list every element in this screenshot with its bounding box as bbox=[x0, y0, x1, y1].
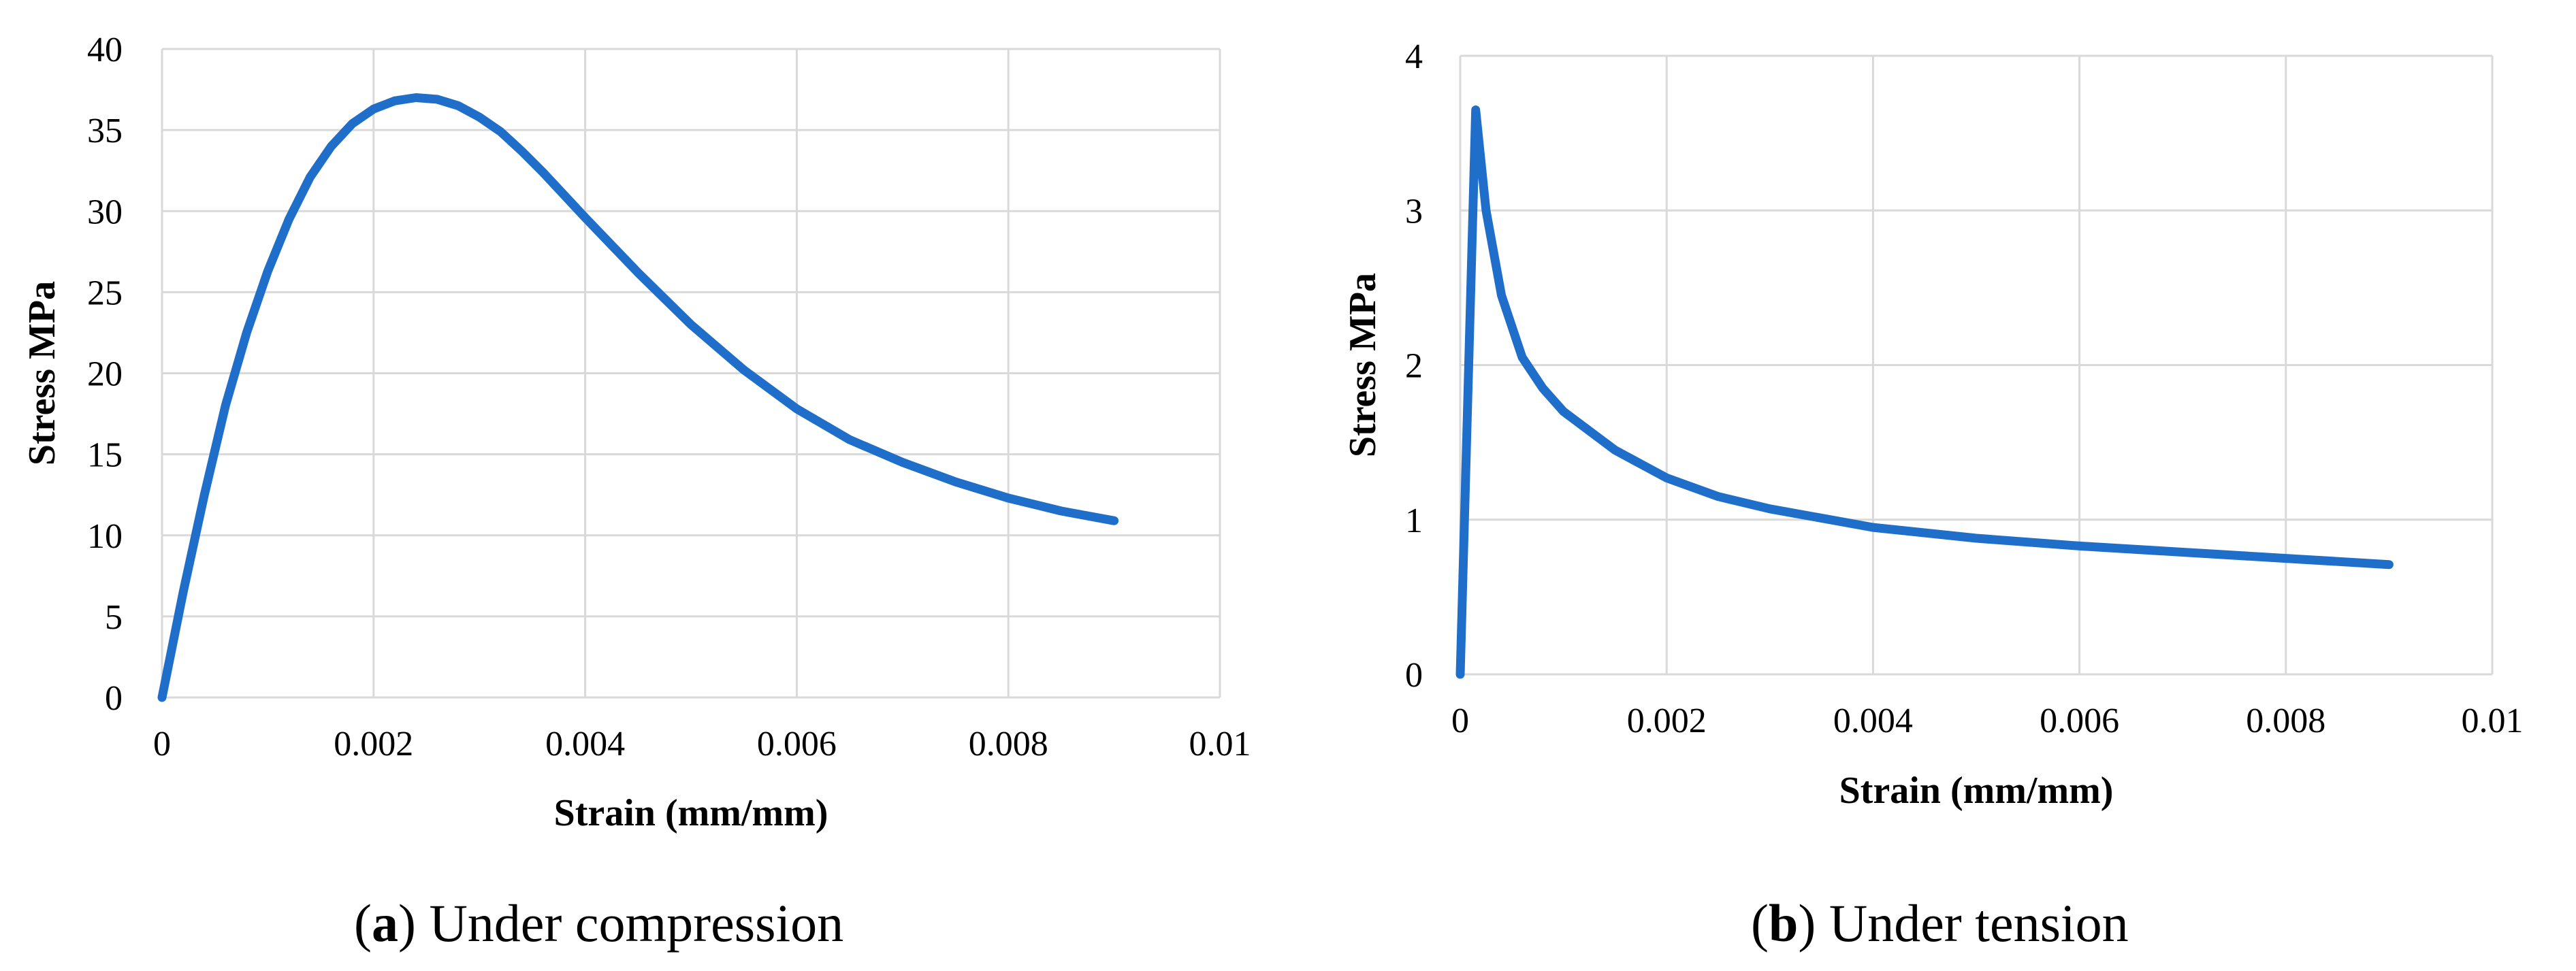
gridlines bbox=[1459, 54, 2494, 676]
x-tick-label: 0.004 bbox=[1833, 702, 1913, 740]
caption-tension: (b) Under tension bbox=[1751, 893, 2129, 953]
caption-text: Under tension bbox=[1829, 893, 2129, 953]
y-tick-label: 30 bbox=[87, 193, 123, 231]
y-tick-labels: 0 1 2 3 4 bbox=[1405, 37, 1423, 695]
x-tick-label: 0.008 bbox=[2246, 702, 2325, 740]
caption-compression: (a) Under compression bbox=[354, 893, 844, 953]
series-line-tension bbox=[1455, 105, 2394, 679]
gridlines bbox=[161, 48, 1221, 699]
x-tick-label: 0.006 bbox=[2040, 702, 2119, 740]
y-axis-title: Stress MPa bbox=[1342, 273, 1384, 457]
compression-chart: 0 0.002 0.004 0.006 0.008 0.01 0 5 10 15 20 25 30 35… bbox=[21, 31, 1251, 834]
series-line-compression bbox=[157, 93, 1119, 702]
y-tick-label: 10 bbox=[87, 517, 123, 556]
caption-text: Under compression bbox=[429, 893, 844, 953]
caption-letter: a bbox=[371, 893, 398, 953]
x-tick-label: 0 bbox=[1451, 702, 1469, 740]
y-tick-label: 4 bbox=[1405, 37, 1423, 76]
y-tick-label: 0 bbox=[1405, 656, 1423, 695]
x-axis-title: Strain (mm/mm) bbox=[1839, 770, 2114, 812]
x-tick-label: 0.01 bbox=[1189, 725, 1251, 763]
x-tick-labels: 0 0.002 0.004 0.006 0.008 0.01 bbox=[153, 725, 1251, 763]
y-tick-label: 2 bbox=[1405, 347, 1423, 386]
y-tick-label: 1 bbox=[1405, 501, 1423, 540]
x-tick-label: 0 bbox=[153, 725, 171, 763]
y-tick-label: 5 bbox=[105, 598, 123, 637]
y-tick-label: 0 bbox=[105, 679, 123, 718]
y-tick-label: 35 bbox=[87, 112, 123, 150]
y-tick-label: 20 bbox=[87, 355, 123, 394]
series-group bbox=[157, 93, 1119, 702]
x-tick-label: 0.008 bbox=[969, 725, 1048, 763]
y-tick-label: 15 bbox=[87, 436, 123, 475]
y-tick-label: 25 bbox=[87, 274, 123, 312]
x-axis-title: Strain (mm/mm) bbox=[554, 792, 828, 834]
y-axis-title: Stress MPa bbox=[21, 281, 63, 465]
tension-chart: 0 0.002 0.004 0.006 0.008 0.01 0 1 2 3 4 Strain (… bbox=[1342, 37, 2524, 812]
series-group bbox=[1455, 105, 2394, 679]
x-tick-label: 0.004 bbox=[545, 725, 625, 763]
caption-letter: b bbox=[1768, 893, 1799, 953]
x-tick-label: 0.006 bbox=[757, 725, 837, 763]
x-tick-label: 0.002 bbox=[1627, 702, 1707, 740]
x-tick-label: 0.01 bbox=[2462, 702, 2524, 740]
y-tick-labels: 0 5 10 15 20 25 30 35 40 bbox=[87, 31, 123, 718]
y-tick-label: 3 bbox=[1405, 192, 1423, 231]
y-tick-label: 40 bbox=[87, 31, 123, 69]
x-tick-label: 0.002 bbox=[334, 725, 413, 763]
x-tick-labels: 0 0.002 0.004 0.006 0.008 0.01 bbox=[1451, 702, 2524, 740]
